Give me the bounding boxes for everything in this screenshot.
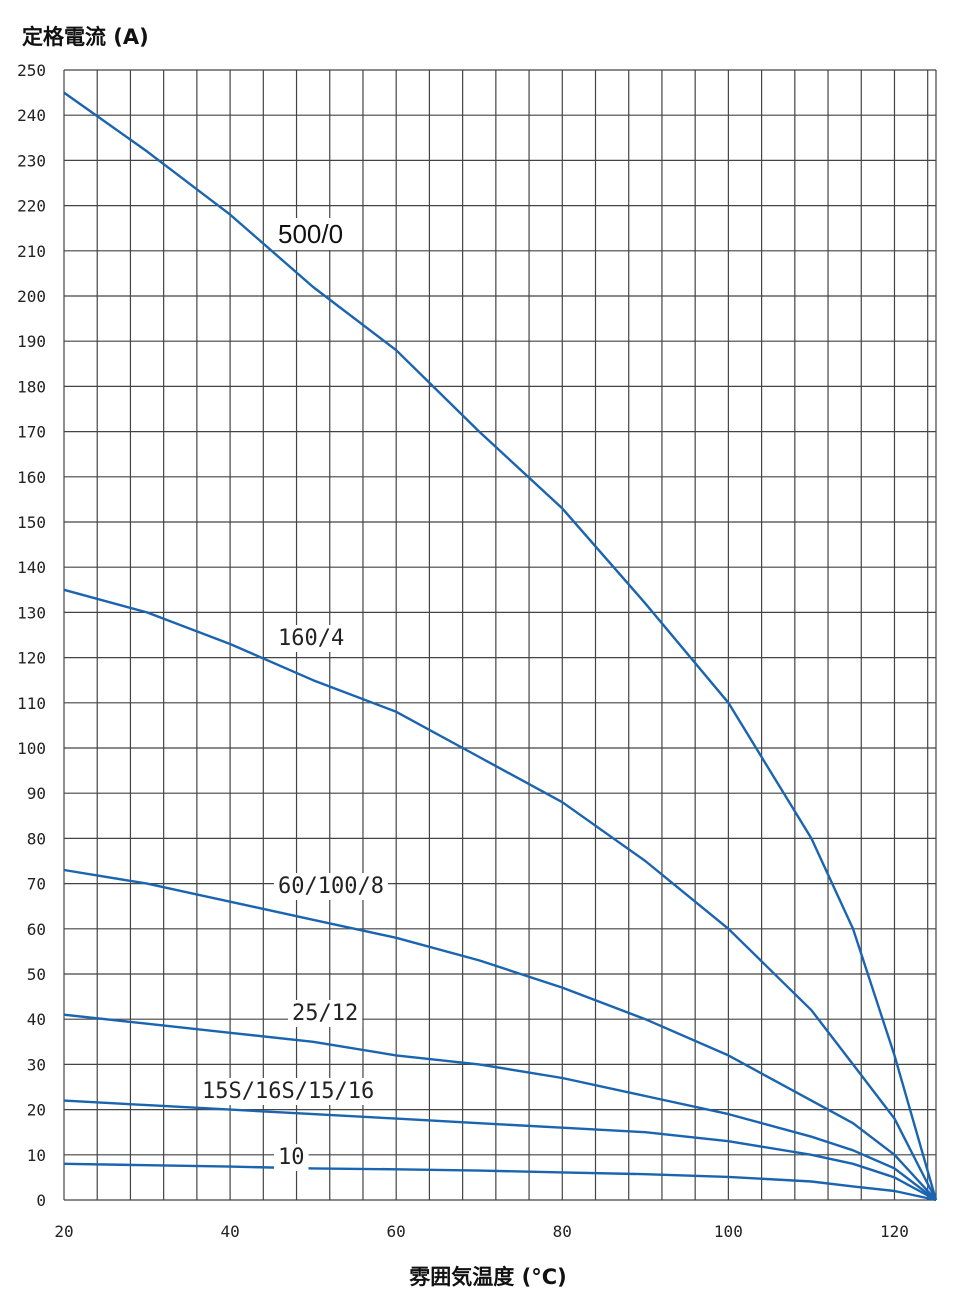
y-tick-label: 170 (17, 423, 46, 442)
x-tick-label: 20 (54, 1222, 73, 1241)
series-line-2 (63, 868, 937, 1201)
series-labels: 500/0 160/4 60/100/8 25/12 15S/16S/15/16 10 (198, 218, 388, 1171)
y-tick-label: 120 (17, 649, 46, 668)
y-tick-label: 60 (27, 920, 46, 939)
y-tick-label: 150 (17, 513, 46, 532)
y-tick-label: 240 (17, 106, 46, 125)
series-label-background (198, 1078, 379, 1105)
series-lines (63, 91, 938, 1202)
y-tick-label: 230 (17, 151, 46, 170)
y-tick-label: 200 (17, 287, 46, 306)
series-label-1: 160/4 (278, 626, 344, 651)
series-label-background (274, 625, 349, 652)
y-tick-label: 80 (27, 829, 46, 848)
y-tick-labels: 0 10 20 30 40 50 60 70 80 90 100 110 120 130 140 150 160… (17, 61, 46, 1210)
y-tick-label: 160 (17, 468, 46, 487)
series-line-1 (63, 588, 938, 1201)
series-label-4: 15S/16S/15/16 (202, 1079, 374, 1104)
y-tick-label: 180 (17, 377, 46, 396)
y-tick-label: 10 (27, 1146, 46, 1165)
series-line-4 (63, 1099, 937, 1202)
y-tick-label: 190 (17, 332, 46, 351)
series-label-2: 60/100/8 (278, 874, 384, 899)
series-label-0: 500/0 (278, 219, 343, 249)
y-tick-label: 250 (17, 61, 46, 80)
x-tick-label: 40 (220, 1222, 239, 1241)
series-line-5 (63, 1162, 937, 1202)
x-axis-title: 雰囲気温度 (°C) (409, 1265, 566, 1289)
y-tick-label: 110 (17, 694, 46, 713)
grid (63, 69, 937, 1201)
series-label-background (274, 218, 348, 250)
y-tick-label: 50 (27, 965, 46, 984)
y-tick-label: 130 (17, 603, 46, 622)
x-tick-labels: 20 40 60 80 100 120 (54, 1222, 909, 1241)
x-tick-label: 120 (880, 1222, 909, 1241)
y-tick-label: 100 (17, 739, 46, 758)
series-label-5: 10 (278, 1145, 305, 1170)
series-label-background (288, 1000, 363, 1027)
y-tick-label: 220 (17, 197, 46, 216)
x-tick-label: 60 (387, 1222, 406, 1241)
y-tick-label: 20 (27, 1101, 46, 1120)
y-tick-label: 40 (27, 1010, 46, 1029)
y-tick-label: 210 (17, 242, 46, 261)
series-label-background (274, 873, 388, 900)
series-label-3: 25/12 (292, 1001, 358, 1026)
y-tick-label: 30 (27, 1055, 46, 1074)
x-tick-label: 100 (714, 1222, 743, 1241)
series-label-background (274, 1144, 309, 1171)
series-line-0 (63, 91, 938, 1201)
x-tick-label: 80 (553, 1222, 572, 1241)
y-tick-label: 0 (36, 1191, 46, 1210)
y-tick-label: 90 (27, 784, 46, 803)
y-axis-title: 定格電流 (A) (22, 25, 149, 49)
series-line-3 (63, 1013, 937, 1201)
y-tick-label: 70 (27, 875, 46, 894)
y-tick-label: 140 (17, 558, 46, 577)
